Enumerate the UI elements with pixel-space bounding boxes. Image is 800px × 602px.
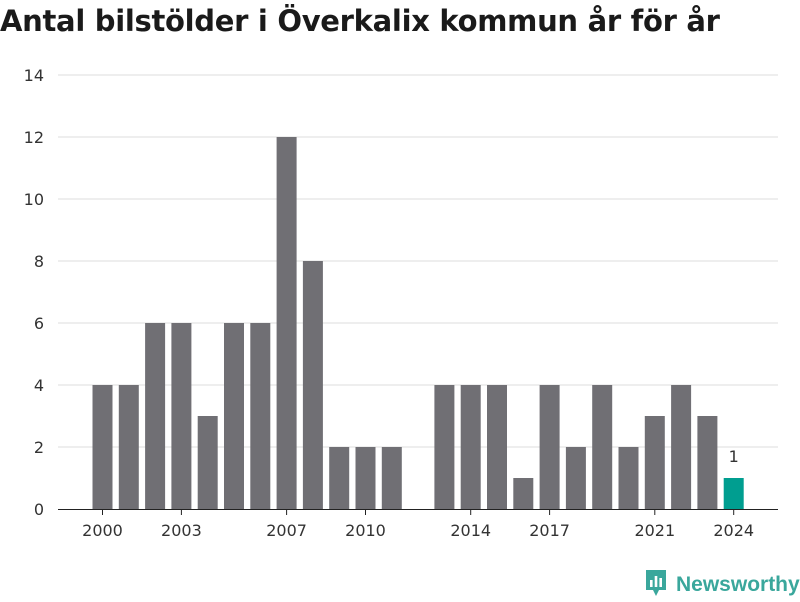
x-tick-label: 2014: [450, 521, 491, 540]
newsworthy-logo-icon: [644, 568, 668, 602]
data-label: 1: [729, 447, 739, 466]
y-tick-label: 12: [24, 128, 44, 147]
x-tick-label: 2021: [634, 521, 675, 540]
bar-2019: [592, 385, 613, 509]
bar-2021: [644, 416, 665, 509]
bar-2009: [329, 447, 350, 509]
bar-2008: [302, 261, 323, 509]
y-tick-label: 4: [34, 376, 44, 395]
bar-2013: [434, 385, 455, 509]
bar-2006: [250, 323, 271, 509]
x-tick-label: 2003: [161, 521, 202, 540]
x-tick-label: 2007: [266, 521, 307, 540]
bar-2000: [92, 385, 113, 509]
y-tick-label: 6: [34, 314, 44, 333]
y-tick-label: 14: [24, 66, 44, 85]
bar-2003: [171, 323, 192, 509]
bar-2022: [671, 385, 692, 509]
bar-2002: [145, 323, 166, 509]
bar-2024: [723, 478, 744, 509]
brand-name: Newsworthy: [676, 573, 800, 596]
bar-2007: [276, 137, 297, 509]
bar-2011: [381, 447, 402, 509]
y-tick-label: 0: [34, 500, 44, 519]
y-tick-label: 8: [34, 252, 44, 271]
bar-2018: [565, 447, 586, 509]
bar-2014: [460, 385, 481, 509]
bar-2001: [118, 385, 139, 509]
bar-2015: [487, 385, 507, 509]
x-tick-label: 2017: [529, 521, 570, 540]
x-tick-label: 2010: [345, 521, 386, 540]
bar-2020: [618, 447, 639, 509]
bar-2023: [697, 416, 718, 509]
x-tick-label: 2000: [82, 521, 123, 540]
bar-2010: [355, 447, 376, 509]
bar-2016: [513, 478, 534, 509]
bar-2017: [539, 385, 560, 509]
x-tick-label: 2024: [713, 521, 754, 540]
chart-title: Antal bilstölder i Överkalix kommun år f…: [0, 4, 720, 38]
brand-logo: Newsworthy: [644, 568, 800, 602]
bar-2004: [197, 416, 218, 509]
bar-2005: [224, 323, 244, 509]
y-tick-label: 2: [34, 438, 44, 457]
y-tick-label: 10: [24, 190, 44, 209]
